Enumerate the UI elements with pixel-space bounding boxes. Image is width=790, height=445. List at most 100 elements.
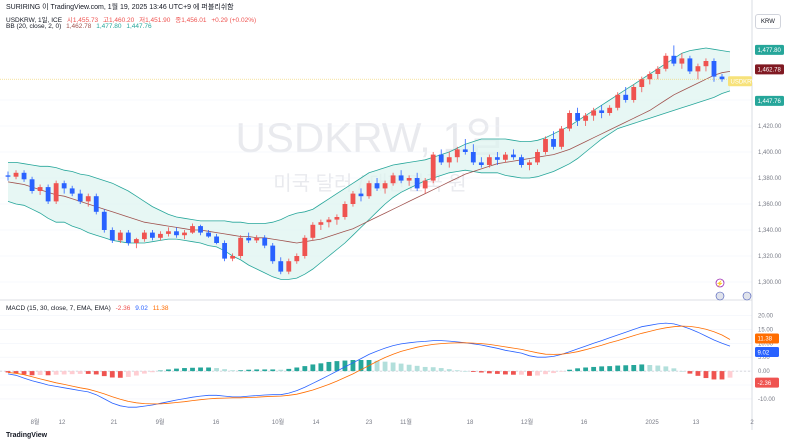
candle[interactable]: [398, 170, 404, 184]
candle[interactable]: [591, 107, 597, 121]
candle[interactable]: [77, 189, 83, 204]
candle[interactable]: [53, 180, 59, 204]
candle[interactable]: [262, 235, 268, 249]
candle[interactable]: [639, 76, 645, 93]
candle[interactable]: [719, 74, 725, 82]
candle[interactable]: [93, 193, 99, 215]
candle[interactable]: [141, 230, 147, 242]
candle[interactable]: [623, 87, 629, 103]
candle[interactable]: [607, 105, 613, 116]
candle[interactable]: [125, 230, 131, 246]
candle[interactable]: [671, 45, 677, 67]
candle[interactable]: [575, 107, 581, 126]
candle[interactable]: [414, 172, 420, 191]
candle[interactable]: [567, 110, 572, 132]
candle[interactable]: [174, 227, 179, 238]
candle[interactable]: [302, 235, 308, 259]
candle[interactable]: [350, 191, 356, 207]
candle[interactable]: [37, 184, 43, 195]
candle[interactable]: [214, 233, 219, 245]
candle[interactable]: [535, 149, 540, 165]
macd-badge[interactable]: 9.02: [755, 347, 779, 358]
upper-band-badge[interactable]: 1,477.80: [755, 44, 784, 55]
candle[interactable]: [422, 178, 428, 194]
event-icon[interactable]: [715, 278, 725, 288]
candle[interactable]: [109, 227, 115, 243]
tradingview-logo[interactable]: TradingView: [6, 432, 48, 439]
candle[interactable]: [687, 55, 693, 74]
candle[interactable]: [230, 253, 236, 262]
candle[interactable]: [446, 152, 452, 168]
candle[interactable]: [631, 84, 637, 103]
lower-band-badge[interactable]: 1,447.76: [755, 95, 784, 106]
candle[interactable]: [166, 227, 171, 237]
candle[interactable]: [270, 243, 276, 264]
candle[interactable]: [238, 235, 244, 259]
candle[interactable]: [559, 126, 564, 150]
price-badge[interactable]: 1,456.01: [755, 81, 784, 92]
candle[interactable]: [198, 224, 203, 236]
candle[interactable]: [318, 219, 324, 230]
signal-badge[interactable]: 11.38: [755, 333, 779, 344]
candle[interactable]: [519, 154, 524, 168]
bb-label[interactable]: BB (20, close, 2, 0): [6, 23, 62, 30]
candle[interactable]: [478, 157, 484, 168]
candle[interactable]: [599, 105, 605, 119]
candle[interactable]: [13, 170, 19, 180]
candle[interactable]: [5, 171, 11, 181]
candle[interactable]: [374, 178, 380, 191]
candle[interactable]: [69, 185, 75, 197]
candle[interactable]: [486, 154, 492, 168]
candle[interactable]: [462, 139, 468, 155]
candle[interactable]: [182, 230, 187, 240]
candle[interactable]: [326, 217, 332, 228]
legend-symbol[interactable]: USDKRW, 1일, ICE: [6, 17, 63, 24]
candle[interactable]: [133, 237, 139, 249]
candle[interactable]: [222, 240, 228, 262]
candle[interactable]: [206, 230, 211, 238]
candle[interactable]: [149, 230, 155, 241]
candle[interactable]: [655, 66, 661, 80]
candle[interactable]: [470, 144, 476, 165]
candle[interactable]: [454, 146, 460, 163]
candle[interactable]: [543, 136, 548, 155]
candle[interactable]: [45, 184, 51, 205]
macd-label[interactable]: MACD (15, 30, close, 7, EMA, EMA): [6, 305, 111, 312]
candle[interactable]: [158, 231, 163, 241]
candle[interactable]: [254, 235, 260, 243]
currency-button[interactable]: KRW: [755, 14, 781, 29]
candle[interactable]: [117, 230, 123, 243]
us-flag-icon[interactable]: [715, 291, 725, 301]
candle[interactable]: [663, 53, 669, 72]
candle[interactable]: [703, 58, 709, 72]
candle[interactable]: [382, 180, 388, 194]
candle[interactable]: [583, 113, 589, 126]
event-markers[interactable]: ⚡: [715, 278, 752, 301]
candle[interactable]: [679, 53, 685, 69]
candle[interactable]: [647, 71, 653, 85]
candle[interactable]: [294, 253, 300, 264]
candle[interactable]: [615, 92, 621, 111]
candle[interactable]: [366, 180, 372, 199]
hist-badge[interactable]: -2.36: [755, 377, 779, 388]
candle[interactable]: [494, 152, 500, 165]
candle[interactable]: [101, 209, 107, 233]
candle[interactable]: [85, 193, 91, 207]
candle[interactable]: [61, 180, 67, 194]
candle[interactable]: [430, 152, 436, 184]
candle[interactable]: [190, 223, 195, 234]
candle[interactable]: [310, 222, 316, 241]
candle[interactable]: [29, 176, 35, 194]
candle[interactable]: [334, 214, 340, 225]
basis-badge[interactable]: 1,462.78: [755, 64, 784, 75]
candle[interactable]: [278, 257, 284, 275]
candle[interactable]: [527, 159, 532, 171]
candle[interactable]: [342, 201, 348, 220]
candle[interactable]: [286, 258, 292, 275]
candle[interactable]: [551, 131, 556, 150]
candle[interactable]: [438, 149, 444, 165]
candle[interactable]: [358, 188, 364, 202]
candle[interactable]: [711, 58, 717, 82]
candle[interactable]: [511, 149, 516, 160]
